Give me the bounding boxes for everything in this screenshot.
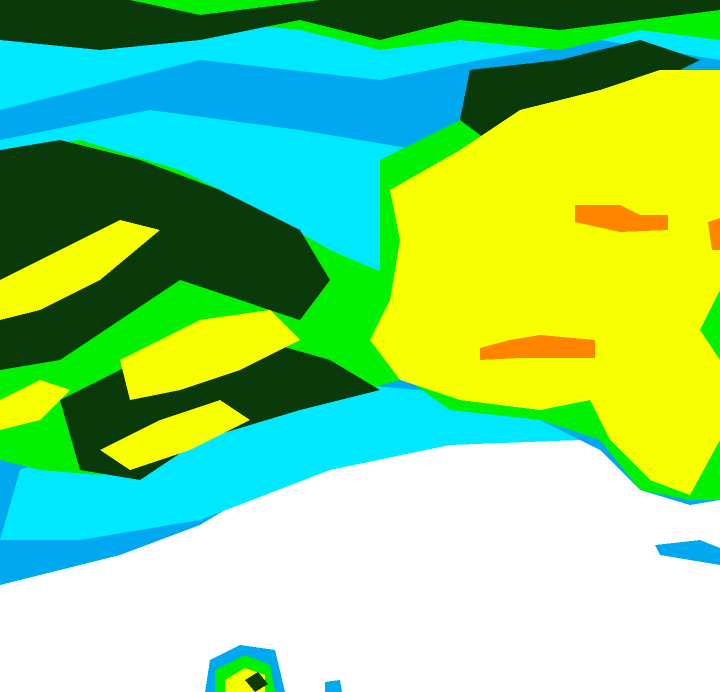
echo-south-dark (245, 672, 268, 692)
echo-yellow-left-2 (120, 310, 300, 400)
echo-yellow-left-3 (100, 400, 250, 470)
echo-yellow-main (370, 70, 720, 495)
echo-small-cell (325, 680, 342, 692)
echo-orange-3 (708, 218, 720, 250)
echo-yellow-left-1 (0, 220, 160, 320)
echo-orange-1 (575, 205, 668, 232)
echo-orange-2 (480, 335, 595, 360)
echo-cyan-low (0, 380, 580, 540)
echo-dark-green-top (0, 0, 720, 50)
echo-dark-green-left (0, 140, 330, 370)
echo-fragment-east (655, 540, 720, 565)
echo-yellow-left-4 (0, 380, 70, 430)
